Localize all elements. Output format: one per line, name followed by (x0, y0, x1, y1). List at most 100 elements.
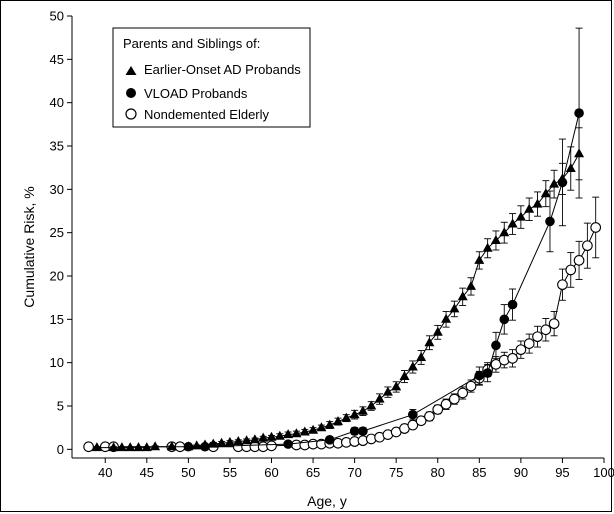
data-point-triangle (166, 441, 177, 451)
legend-label-vload: VLOAD Probands (144, 86, 248, 101)
series-filled-triangle (91, 127, 585, 452)
data-point-triangle (224, 436, 235, 446)
data-point-open-circle (490, 359, 502, 370)
data-point-triangle (382, 386, 393, 396)
series-open-circle (83, 196, 602, 453)
data-point-open-circle (548, 318, 560, 330)
data-point-open-circle (465, 380, 477, 392)
data-point-open-circle (565, 264, 577, 276)
legend-item-vload: VLOAD Probands (126, 86, 248, 101)
data-point-filled-circle (474, 370, 485, 381)
x-axis-title: Age, y (307, 493, 347, 509)
legend-label-nondemented: Nondemented Elderly (144, 107, 270, 122)
data-point-triangle (357, 405, 368, 415)
data-point-triangle (183, 441, 194, 451)
y-tick-label: 40 (50, 95, 64, 110)
data-point-filled-circle (574, 108, 584, 118)
data-point-triangle (565, 163, 576, 172)
series-filled-circle (183, 27, 584, 452)
legend-item-earlier-onset: Earlier-Onset AD Probands (125, 62, 301, 77)
data-point-triangle (499, 227, 510, 237)
data-point-triangle (466, 280, 476, 290)
data-point-triangle (116, 442, 127, 452)
legend-item-nondemented: Nondemented Elderly (125, 107, 270, 122)
data-point-open-circle (515, 344, 527, 356)
data-point-triangle (391, 381, 402, 391)
data-point-triangle (574, 148, 585, 158)
data-point-triangle (515, 211, 526, 221)
data-point-triangle (416, 352, 427, 361)
data-point-open-circle (432, 404, 444, 415)
data-point-triangle (133, 442, 144, 452)
y-tick-label: 25 (50, 225, 64, 240)
data-point-triangle (200, 439, 210, 449)
data-point-triangle (216, 437, 227, 447)
data-point-filled-circle (499, 314, 510, 325)
data-point-triangle (266, 431, 277, 441)
data-point-filled-circle (507, 299, 518, 310)
data-point-triangle (374, 393, 385, 403)
data-point-open-circle (83, 441, 94, 453)
data-point-triangle (108, 442, 119, 452)
series-layer (83, 27, 602, 453)
y-tick-label: 45 (50, 52, 64, 67)
legend: Parents and Siblings of: Earlier-Onset A… (112, 27, 311, 128)
data-point-triangle (233, 436, 244, 445)
data-point-triangle (150, 441, 161, 451)
series-line (88, 227, 597, 448)
data-point-filled-circle (408, 409, 418, 420)
data-point-open-circle (266, 440, 277, 452)
data-point-triangle (283, 429, 294, 439)
data-point-triangle (449, 303, 460, 313)
data-point-open-circle (582, 240, 593, 252)
data-point-triangle (91, 442, 102, 452)
legend-marker-open-circle (125, 108, 137, 120)
data-point-triangle (524, 203, 535, 213)
data-point-triangle (258, 432, 269, 442)
y-tick-label: 35 (50, 139, 64, 154)
data-point-open-circle (415, 415, 427, 427)
legend-label-earlier-onset: Earlier-Onset AD Probands (144, 62, 301, 77)
x-tick-label: 100 (593, 465, 614, 480)
data-point-open-circle (557, 279, 568, 291)
series-line (188, 112, 580, 448)
x-tick-label: 50 (181, 465, 195, 480)
y-tick-label: 20 (50, 269, 64, 284)
legend-marker-filled-circle (126, 88, 136, 98)
data-point-triangle (299, 426, 310, 436)
data-point-triangle (424, 337, 435, 347)
data-point-open-circle (440, 398, 452, 410)
x-tick-label: 90 (514, 465, 528, 480)
data-point-triangle (191, 440, 202, 450)
x-tick-label: 85 (472, 465, 486, 480)
data-point-filled-circle (545, 216, 555, 227)
data-point-open-circle (540, 324, 552, 336)
data-point-triangle (432, 326, 443, 336)
y-tick-label: 50 (50, 9, 64, 24)
data-point-triangle (366, 400, 377, 410)
x-tick-label: 95 (555, 465, 569, 480)
data-point-triangle (457, 291, 468, 301)
data-point-triangle (441, 313, 452, 323)
x-tick-label: 55 (223, 465, 237, 480)
x-tick-label: 70 (347, 465, 361, 480)
data-point-triangle (291, 428, 302, 438)
data-point-triangle (308, 424, 319, 434)
data-point-open-circle (573, 255, 585, 266)
x-tick-label: 80 (431, 465, 445, 480)
data-point-triangle (316, 422, 327, 432)
x-tick-label: 65 (306, 465, 320, 480)
data-point-triangle (208, 438, 219, 448)
data-point-triangle (507, 218, 518, 228)
data-point-triangle (399, 371, 410, 380)
data-point-triangle (540, 188, 551, 198)
legend-title: Parents and Siblings of: (123, 36, 260, 51)
legend-box (112, 27, 311, 128)
data-point-open-circle (523, 338, 535, 349)
y-tick-label: 0 (57, 442, 64, 457)
data-point-open-circle (449, 393, 460, 405)
y-tick-label: 30 (50, 182, 64, 197)
data-point-filled-circle (491, 340, 501, 351)
